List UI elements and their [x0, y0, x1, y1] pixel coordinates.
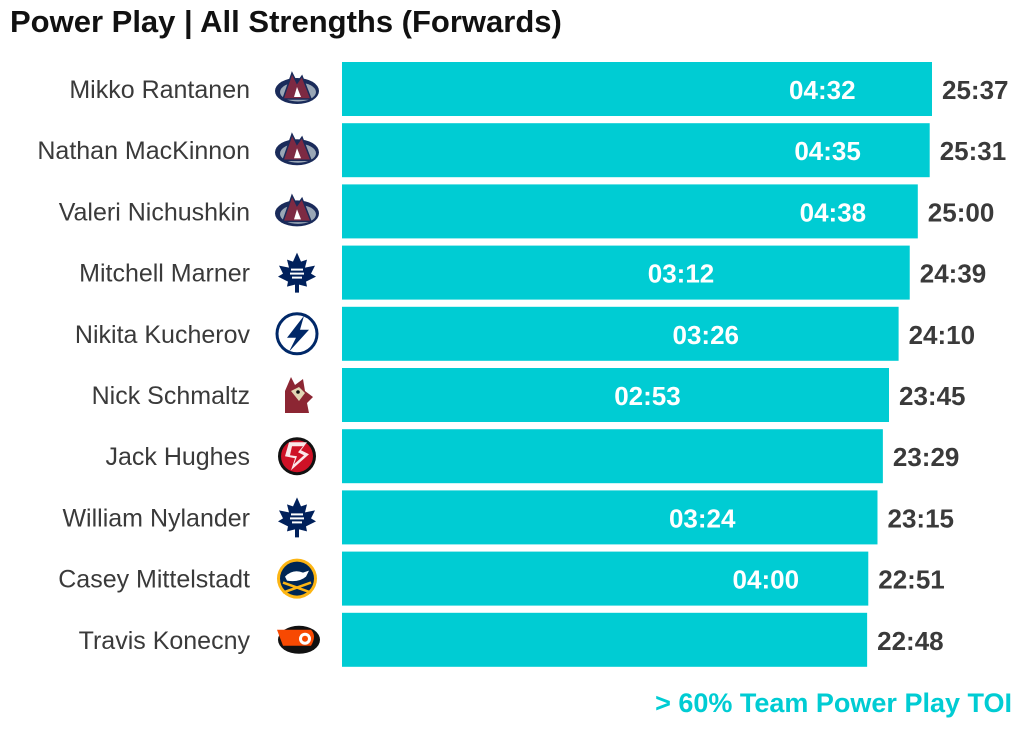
power-play-toi-label: 03:26 [672, 320, 739, 350]
total-toi-label: 24:39 [920, 259, 987, 289]
total-toi-label: 24:10 [909, 320, 976, 350]
player-label: Travis Konecny [79, 627, 251, 655]
power-play-toi-label: 04:35 [794, 136, 861, 166]
player-label: William Nylander [62, 504, 250, 532]
total-toi-label: 22:51 [878, 565, 945, 595]
flyers-logo-icon [277, 625, 320, 654]
power-play-toi-label: 04:32 [789, 75, 856, 105]
total-toi-bar [342, 429, 883, 484]
total-toi-label: 25:00 [928, 197, 995, 227]
total-toi-label: 23:29 [893, 442, 960, 472]
player-label: Nathan MacKinnon [37, 137, 250, 165]
total-toi-bar [342, 368, 890, 422]
total-toi-bar [342, 306, 899, 361]
maple-leafs-logo-icon [278, 497, 316, 538]
sabres-logo-icon [277, 558, 317, 599]
power-play-toi-label: 06:09 [960, 626, 1024, 656]
player-label: Valeri Nichushkin [59, 198, 250, 226]
player-label: Mikko Rantanen [69, 76, 250, 104]
total-toi-label: 22:48 [877, 626, 944, 656]
chart-caption: > 60% Team Power Play TOI [655, 688, 1012, 718]
player-label: Casey Mittelstadt [58, 566, 250, 594]
power-play-toi-label: 04:00 [733, 565, 800, 595]
total-toi-label: 25:31 [940, 136, 1007, 166]
chart-title: Power Play | All Strengths (Forwards) [10, 4, 562, 39]
power-play-toi-label: 03:12 [648, 259, 715, 289]
total-toi-label: 25:37 [942, 75, 1009, 105]
player-label: Nikita Kucherov [75, 321, 251, 349]
coyotes-logo-icon [285, 377, 313, 413]
total-toi-bar [342, 551, 869, 606]
avalanche-logo-icon [275, 193, 319, 227]
maple-leafs-logo-icon [278, 252, 316, 293]
player-label: Jack Hughes [105, 443, 250, 471]
total-toi-bar [342, 245, 910, 300]
total-toi-bar [342, 123, 930, 178]
player-label: Nick Schmaltz [92, 382, 250, 410]
player-label: Mitchell Marner [79, 260, 250, 288]
avalanche-logo-icon [275, 71, 319, 104]
total-toi-bar [342, 612, 868, 667]
power-play-toi-label: 04:38 [800, 197, 867, 227]
total-toi-bar [342, 490, 878, 545]
devils-logo-icon [278, 437, 316, 476]
power-play-toi-label: 03:24 [669, 503, 736, 533]
power-play-toi-label: 02:53 [614, 381, 681, 411]
avalanche-logo-icon [275, 132, 319, 166]
total-toi-bar [342, 184, 918, 239]
total-toi-label: 23:15 [887, 503, 954, 533]
total-toi-label: 23:45 [899, 381, 966, 411]
lightning-logo-icon [275, 312, 319, 356]
total-toi-bar [342, 62, 932, 116]
